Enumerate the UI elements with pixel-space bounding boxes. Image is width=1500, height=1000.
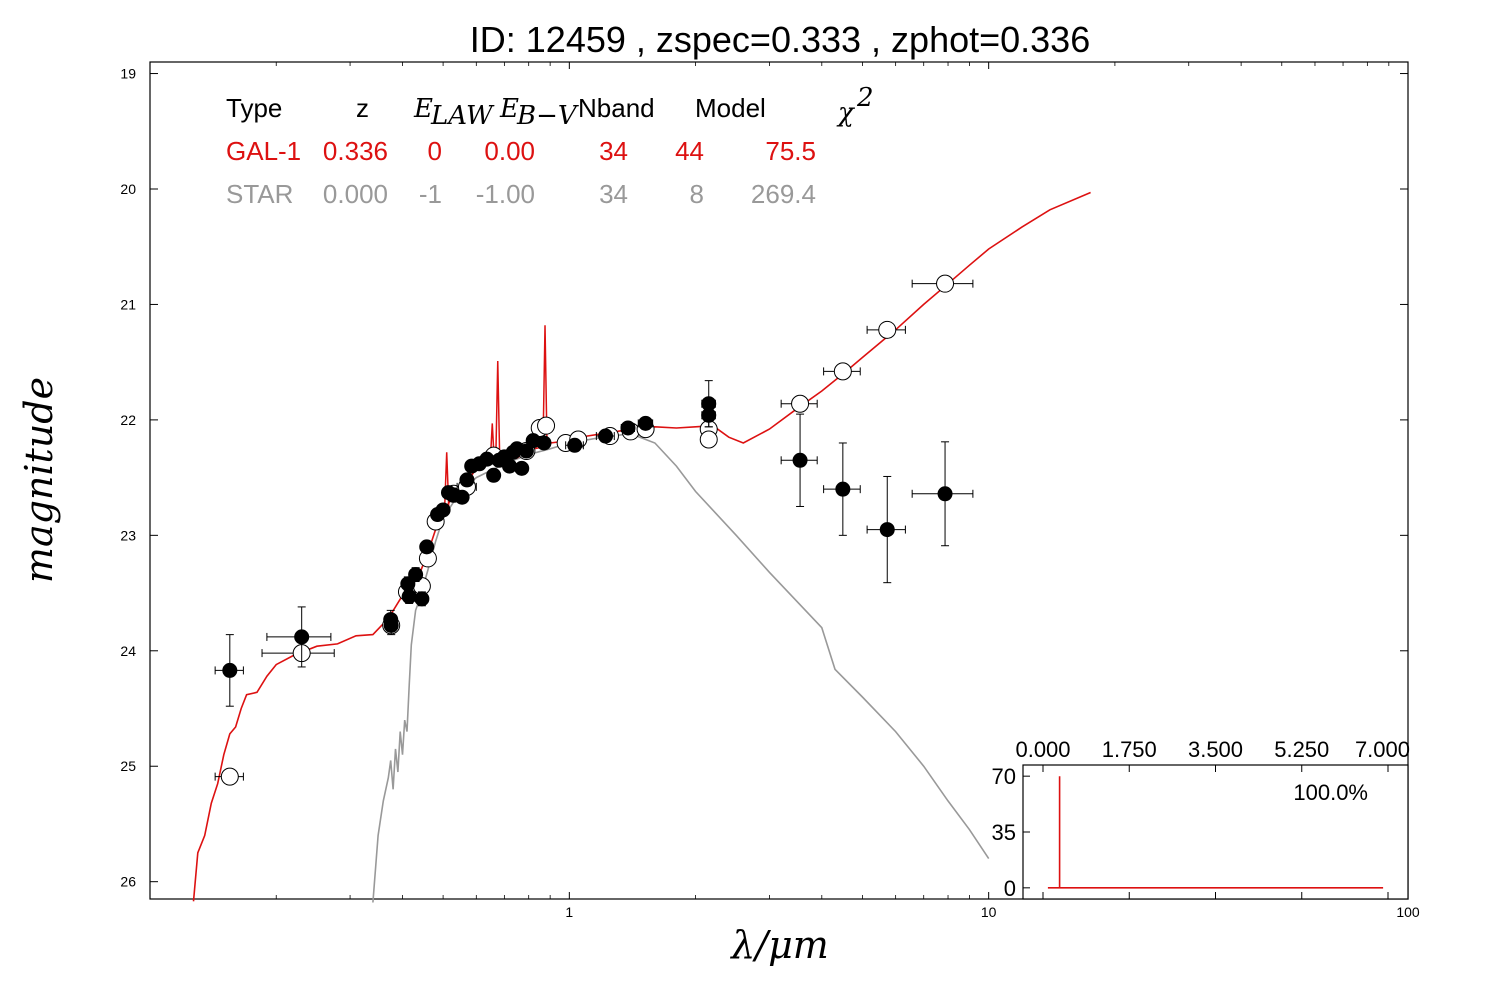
- model-point: [537, 416, 556, 435]
- table-header-elaw: E LAW: [413, 94, 495, 131]
- observed-point: [536, 435, 552, 451]
- inset-probability-label: 100.0%: [1293, 780, 1368, 805]
- table-cell-model: 44: [675, 136, 704, 166]
- table-cell-type: GAL-1: [226, 136, 301, 166]
- table-cell-chi2: 269.4: [751, 179, 816, 209]
- observed-point: [792, 452, 808, 468]
- observed-point: [486, 467, 502, 483]
- observed-point: [620, 420, 636, 436]
- x-axis-label: λ/μm: [729, 923, 829, 967]
- table-cell-elaw: -1: [419, 179, 442, 209]
- observed-point: [502, 458, 518, 474]
- y-tick-label: 25: [120, 758, 136, 774]
- observed-point: [835, 481, 851, 497]
- y-tick-label: 21: [120, 296, 136, 312]
- y-tick-label: 20: [120, 181, 136, 197]
- table-cell-z: 0.000: [323, 179, 388, 209]
- observed-point: [419, 539, 435, 555]
- observed-point: [879, 522, 895, 538]
- table-cell-chi2: 75.5: [765, 136, 816, 166]
- inset-curve-layer: [1047, 776, 1384, 889]
- model-point: [699, 430, 718, 449]
- inset-frame: [1022, 764, 1409, 900]
- model-point: [936, 274, 955, 293]
- observed-point: [638, 415, 654, 431]
- table-cell-elaw: 0: [428, 136, 442, 166]
- model-point: [833, 362, 852, 381]
- table-cell-ebv: -1.00: [476, 179, 535, 209]
- observed-point: [454, 489, 470, 505]
- y-tick-label: 26: [120, 874, 136, 890]
- x-tick-label: 10: [981, 904, 997, 920]
- x-ticks: 1 10 100: [275, 62, 1420, 920]
- inset-x-tick-label: 0.000: [1015, 737, 1070, 762]
- y-axis-label: magnitude: [17, 377, 61, 583]
- observed-point: [414, 591, 430, 607]
- observed-points-layer: [214, 380, 974, 707]
- observed-point: [937, 486, 953, 502]
- table-header-model: Model: [695, 93, 766, 123]
- y-tick-label: 19: [120, 66, 136, 82]
- table-cell-model: 8: [690, 179, 704, 209]
- table-header-chi2: χ 2: [836, 83, 874, 128]
- table-header-elaw-sub: LAW: [430, 101, 495, 131]
- table-header-elaw-main: E: [413, 94, 433, 124]
- table-header-type: Type: [226, 93, 282, 123]
- inset-y-ticks: 0 35 70: [992, 764, 1030, 901]
- table-header-z: z: [356, 93, 369, 123]
- model-point: [878, 320, 897, 339]
- inset-y-tick-label: 70: [992, 764, 1016, 789]
- y-tick-label: 23: [120, 527, 136, 543]
- y-tick-label: 24: [120, 643, 136, 659]
- table-header-ebv-main: E: [499, 94, 519, 124]
- table-cell-z: 0.336: [323, 136, 388, 166]
- observed-point: [567, 437, 583, 453]
- inset-pdf-curve: [1047, 776, 1384, 889]
- table-cell-type: STAR: [226, 179, 293, 209]
- inset-y-tick-label: 35: [992, 820, 1016, 845]
- plot-frame: [149, 61, 1409, 900]
- observed-point: [383, 617, 399, 633]
- table-header-nband: Nband: [578, 93, 655, 123]
- inset-x-tick-label: 3.500: [1188, 737, 1243, 762]
- redshift-pdf-inset: 0.000 1.750 3.500 5.250 7.000 0 35 70 100.0%: [992, 737, 1410, 901]
- fit-table: Type z E LAW E B−V Nband Model χ 2 GAL-1…: [226, 83, 874, 209]
- observed-point: [598, 428, 614, 444]
- observed-point: [435, 502, 451, 518]
- observed-point: [294, 629, 310, 645]
- x-tick-label: 1: [565, 904, 573, 920]
- model-point: [220, 767, 239, 786]
- y-tick-label: 22: [120, 412, 136, 428]
- table-header-chi2-sup: 2: [856, 83, 874, 113]
- inset-y-tick-label: 0: [1004, 876, 1016, 901]
- table-header-chi2-main: χ: [836, 98, 856, 128]
- observed-point: [518, 443, 534, 459]
- inset-x-tick-label: 1.750: [1102, 737, 1157, 762]
- chart-title: ID: 12459 , zspec=0.333 , zphot=0.336: [470, 19, 1090, 60]
- inset-x-tick-label: 5.250: [1274, 737, 1329, 762]
- model-point: [791, 394, 810, 413]
- observed-point: [514, 460, 530, 476]
- galaxy-emission-line: [542, 325, 548, 446]
- inset-x-tick-label: 7.000: [1355, 737, 1410, 762]
- observed-point: [222, 662, 238, 678]
- table-cell-ebv: 0.00: [484, 136, 535, 166]
- table-cell-nband: 34: [599, 179, 628, 209]
- observed-point: [401, 589, 417, 605]
- inset-x-ticks: 0.000 1.750 3.500 5.250 7.000: [1015, 737, 1410, 899]
- observed-point: [408, 567, 424, 583]
- table-cell-nband: 34: [599, 136, 628, 166]
- table-rows: GAL-1 0.336 0 0.00 34 44 75.5 STAR 0.000 -1 -1.00 3…: [226, 136, 816, 209]
- x-tick-label: 100: [1396, 904, 1420, 920]
- table-header-ebv-sub: B−V: [516, 101, 579, 131]
- galaxy-emission-line: [495, 360, 501, 461]
- observed-point: [701, 396, 717, 412]
- table-header-ebv: E B−V: [499, 94, 579, 131]
- observed-point: [459, 472, 475, 488]
